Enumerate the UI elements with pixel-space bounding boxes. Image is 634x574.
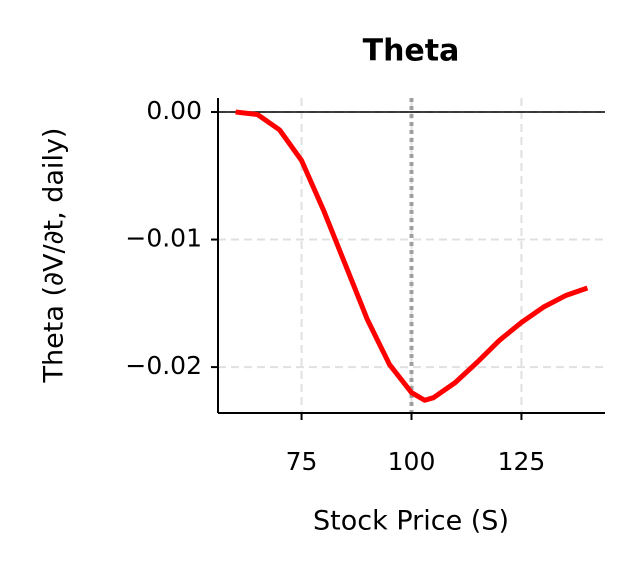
data-line bbox=[235, 109, 589, 403]
x-tick-label: 100 bbox=[388, 447, 436, 476]
x-tick-label: 75 bbox=[286, 447, 318, 476]
x-tick-label: 125 bbox=[498, 447, 546, 476]
y-tick-label: −0.01 bbox=[125, 224, 202, 253]
y-tick-label: −0.02 bbox=[125, 351, 202, 380]
y-axis-label: Theta (∂V/∂t, daily) bbox=[39, 128, 70, 384]
y-tick-label: 0.00 bbox=[146, 96, 202, 125]
chart-title: Theta bbox=[363, 34, 460, 69]
x-axis-label: Stock Price (S) bbox=[313, 506, 509, 537]
